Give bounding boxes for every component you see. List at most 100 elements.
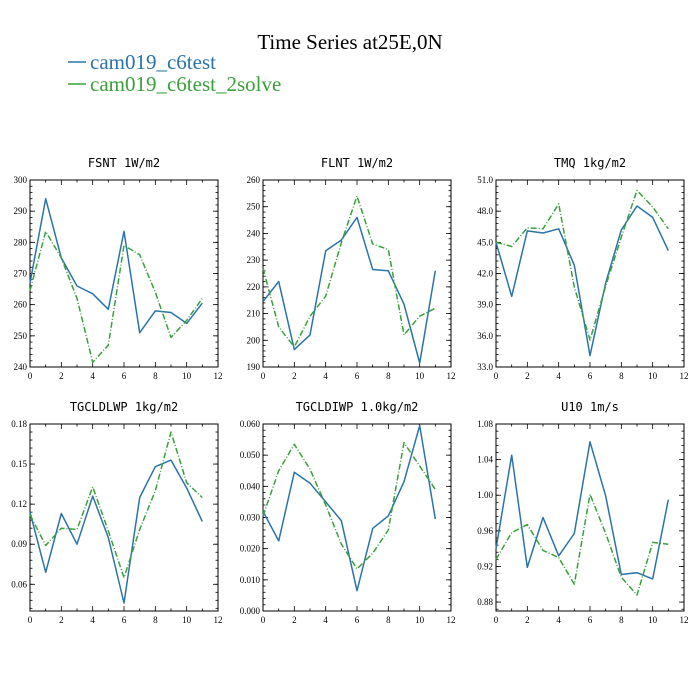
ytick-label-4-1: 0.010 xyxy=(240,575,261,585)
ytick-label-1-5: 240 xyxy=(247,228,261,238)
panel-title-2: TMQ 1kg/m2 xyxy=(554,156,626,170)
xtick-label-2-2: 4 xyxy=(556,371,561,381)
ytick-label-2-6: 51.0 xyxy=(477,175,493,185)
xtick-label-2-6: 12 xyxy=(680,371,689,381)
ytick-label-4-0: 0.000 xyxy=(240,606,261,616)
plot-frame-3 xyxy=(29,423,219,612)
xtick-label-4-6: 12 xyxy=(447,615,456,625)
ytick-label-2-4: 45.0 xyxy=(477,237,493,247)
series-line-2-1 xyxy=(495,189,669,341)
series-line-0-0 xyxy=(29,197,203,334)
xtick-label-4-1: 2 xyxy=(292,615,297,625)
ytick-label-3-1: 0.09 xyxy=(11,539,27,549)
ytick-label-1-1: 200 xyxy=(247,335,261,345)
series-line-5-0 xyxy=(495,441,670,580)
xtick-label-0-1: 2 xyxy=(59,371,64,381)
series-line-1-0 xyxy=(262,216,437,364)
ytick-label-0-5: 290 xyxy=(14,206,28,216)
ytick-label-5-5: 1.08 xyxy=(477,419,493,429)
ytick-label-5-0: 0.88 xyxy=(477,597,493,607)
ytick-label-2-5: 48.0 xyxy=(477,206,493,216)
xtick-label-0-5: 10 xyxy=(182,371,192,381)
series-line-2-0 xyxy=(495,205,669,357)
ytick-label-1-7: 260 xyxy=(247,175,261,185)
xtick-label-4-4: 8 xyxy=(386,615,391,625)
ytick-label-3-4: 0.18 xyxy=(11,419,27,429)
xtick-label-1-6: 12 xyxy=(447,371,456,381)
xtick-label-3-4: 8 xyxy=(153,615,158,625)
xtick-label-2-4: 8 xyxy=(619,371,624,381)
ytick-label-5-1: 0.92 xyxy=(477,561,493,571)
ytick-label-0-3: 270 xyxy=(14,269,28,279)
plot-frame-5 xyxy=(495,423,685,612)
xtick-label-3-1: 2 xyxy=(59,615,64,625)
series-line-3-1 xyxy=(29,431,203,579)
ytick-label-1-2: 210 xyxy=(247,309,261,319)
panel-2: TMQ 1kg/m2 33.0 36.0 39.0 42.0 45.0 48.0 51.0 0 2… xyxy=(477,156,688,381)
series-line-4-1 xyxy=(262,441,436,570)
panel-0: FSNT 1W/m2 240 250 260 270 280 290 300 0 2 4 6 8 10 12 xyxy=(14,156,223,381)
panel-title-3: TGCLDLWP 1kg/m2 xyxy=(70,400,178,414)
ytick-label-1-6: 250 xyxy=(247,202,261,212)
xtick-label-1-4: 8 xyxy=(386,371,391,381)
ytick-label-4-6: 0.060 xyxy=(240,419,261,429)
panel-1: FLNT 1W/m2 190 200 210 220 230 240 250 260 0 2 4 6 8 1… xyxy=(247,156,456,381)
xtick-label-4-0: 0 xyxy=(261,615,266,625)
ytick-label-3-0: 0.06 xyxy=(11,579,27,589)
xtick-label-1-1: 2 xyxy=(292,371,297,381)
series-line-3-0 xyxy=(29,459,203,604)
ytick-label-5-2: 0.96 xyxy=(477,526,493,536)
legend-label-1: cam019_c6test_2solve xyxy=(90,72,281,96)
xtick-label-4-2: 4 xyxy=(323,615,328,625)
xtick-label-5-6: 12 xyxy=(680,615,689,625)
xtick-label-1-2: 4 xyxy=(323,371,328,381)
xtick-label-3-5: 10 xyxy=(182,615,192,625)
ytick-label-1-3: 220 xyxy=(247,282,261,292)
xtick-label-0-2: 4 xyxy=(90,371,95,381)
xtick-label-2-1: 2 xyxy=(525,371,530,381)
ytick-label-4-3: 0.030 xyxy=(240,513,261,523)
ytick-label-0-2: 260 xyxy=(14,300,28,310)
figure-title: Time Series at25E,0N xyxy=(257,30,442,54)
ytick-label-2-2: 39.0 xyxy=(477,300,493,310)
ytick-label-2-0: 33.0 xyxy=(477,362,493,372)
panel-title-5: U10 1m/s xyxy=(561,400,619,414)
ytick-label-0-4: 280 xyxy=(14,237,28,247)
xtick-label-0-6: 12 xyxy=(214,371,223,381)
xtick-label-4-3: 6 xyxy=(355,615,360,625)
xtick-label-3-2: 4 xyxy=(90,615,95,625)
ytick-label-5-3: 1.00 xyxy=(477,490,493,500)
xtick-label-1-0: 0 xyxy=(261,371,266,381)
xtick-label-2-3: 6 xyxy=(588,371,593,381)
ytick-label-1-4: 230 xyxy=(247,255,261,265)
xtick-label-3-6: 12 xyxy=(214,615,223,625)
panel-4: TGCLDIWP 1.0kg/m2 0.000 0.010 0.020 0.030 0.0… xyxy=(240,400,456,625)
ytick-label-4-5: 0.050 xyxy=(240,450,261,460)
panel-3: TGCLDLWP 1kg/m2 0.06 0.09 0.12 0.15 0.18 0 2 4 6 8… xyxy=(11,400,222,625)
xtick-label-5-4: 8 xyxy=(619,615,624,625)
plot-frame-0 xyxy=(29,179,219,368)
ytick-label-5-4: 1.04 xyxy=(477,455,493,465)
panel-title-0: FSNT 1W/m2 xyxy=(88,156,160,170)
xtick-label-1-5: 10 xyxy=(415,371,425,381)
ytick-label-4-2: 0.020 xyxy=(240,544,261,554)
ytick-label-3-2: 0.12 xyxy=(11,499,27,509)
panel-title-4: TGCLDIWP 1.0kg/m2 xyxy=(296,400,419,414)
xtick-label-2-5: 10 xyxy=(648,371,658,381)
ytick-label-0-6: 300 xyxy=(14,175,28,185)
ytick-label-2-1: 36.0 xyxy=(477,331,493,341)
xtick-label-5-3: 6 xyxy=(588,615,593,625)
ytick-label-0-0: 240 xyxy=(14,362,28,372)
xtick-label-0-0: 0 xyxy=(28,371,33,381)
panel-5: U10 1m/s 0.88 0.92 0.96 1.00 1.04 1.08 0 2 4 6 8 10 1… xyxy=(477,400,688,625)
ytick-label-2-3: 42.0 xyxy=(477,269,493,279)
xtick-label-4-5: 10 xyxy=(415,615,425,625)
xtick-label-1-3: 6 xyxy=(355,371,360,381)
xtick-label-5-2: 4 xyxy=(556,615,561,625)
series-line-1-1 xyxy=(262,195,436,348)
plot-frame-4 xyxy=(262,423,452,612)
series-line-5-1 xyxy=(495,493,669,596)
ytick-label-3-3: 0.15 xyxy=(11,459,27,469)
